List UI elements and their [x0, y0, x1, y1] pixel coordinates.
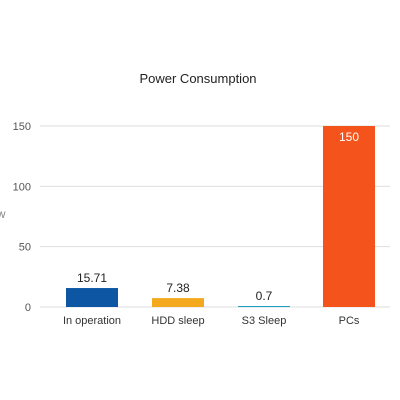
bar-hdd-sleep — [152, 298, 204, 307]
data-label: 0.7 — [256, 289, 273, 303]
data-labels: 15.71 7.38 0.7 150 — [77, 130, 359, 303]
bar-in-operation — [66, 288, 118, 307]
y-tick-label: 0 — [25, 302, 31, 314]
y-tick-label: 150 — [13, 121, 31, 133]
category-label: HDD sleep — [151, 315, 204, 327]
category-label: In operation — [63, 315, 121, 327]
data-label: 15.71 — [77, 271, 107, 285]
category-label: PCs — [339, 315, 360, 327]
category-labels: In operation HDD sleep S3 Sleep PCs — [63, 315, 360, 327]
y-tick-label: 50 — [19, 242, 31, 254]
y-axis-ticks: 0 50 100 150 — [13, 121, 31, 314]
y-tick-label: 100 — [13, 181, 31, 193]
data-label: 150 — [339, 130, 359, 144]
bars — [66, 126, 375, 307]
bar-s3-sleep — [238, 306, 290, 307]
bar-pcs — [323, 126, 375, 307]
category-label: S3 Sleep — [242, 315, 287, 327]
chart-title: Power Consumption — [139, 71, 256, 86]
y-axis-label: W — [0, 210, 6, 220]
data-label: 7.38 — [166, 281, 190, 295]
